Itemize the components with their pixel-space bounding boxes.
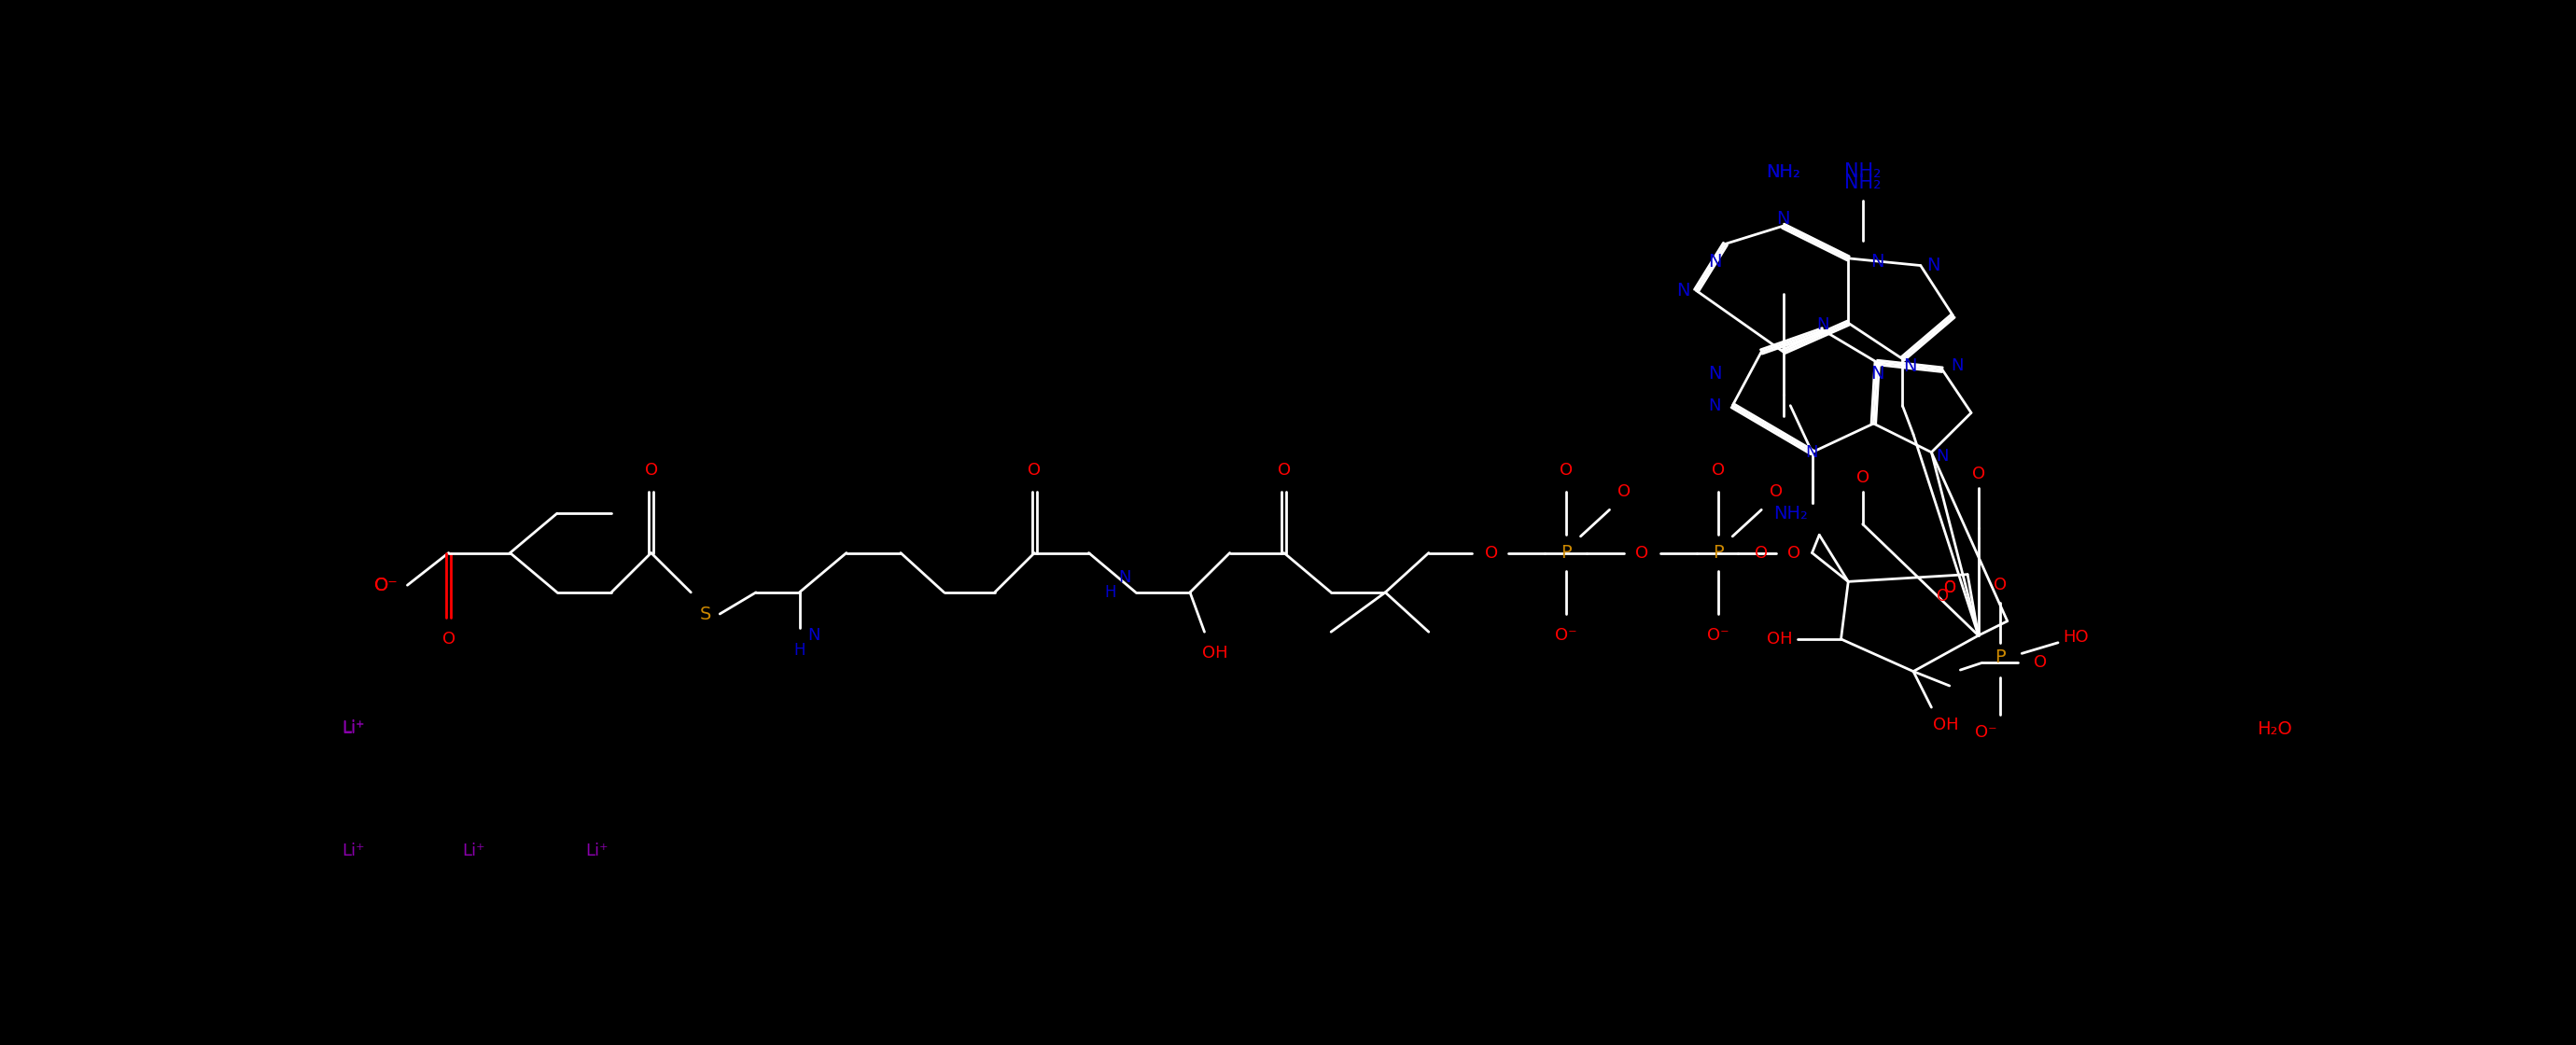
Text: N: N — [1816, 316, 1829, 332]
Text: N: N — [1708, 365, 1721, 382]
Text: O: O — [1971, 465, 1986, 482]
Text: O: O — [1994, 577, 2007, 594]
Text: H: H — [1105, 584, 1115, 601]
Text: Li⁺: Li⁺ — [343, 842, 366, 859]
Text: N: N — [1904, 357, 1917, 375]
Text: O: O — [443, 631, 456, 648]
Text: O: O — [1770, 484, 1783, 501]
Text: N: N — [1950, 357, 1963, 374]
Text: Li⁺: Li⁺ — [343, 719, 366, 736]
Text: O: O — [644, 462, 657, 479]
Text: H₂O: H₂O — [2257, 720, 2293, 738]
Text: P: P — [1713, 544, 1723, 562]
Text: N: N — [1708, 397, 1721, 414]
Text: NH₂: NH₂ — [1767, 163, 1801, 181]
Text: O: O — [2032, 654, 2045, 671]
Text: O⁻: O⁻ — [374, 577, 397, 594]
Text: Li⁺: Li⁺ — [585, 842, 608, 859]
Text: Li⁺: Li⁺ — [464, 842, 484, 859]
Text: O: O — [1942, 579, 1955, 596]
Text: O: O — [1558, 462, 1574, 479]
Text: NH₂: NH₂ — [1844, 163, 1880, 182]
Text: H: H — [793, 642, 806, 658]
Text: OH: OH — [1767, 631, 1793, 648]
Text: O: O — [1857, 469, 1870, 486]
Text: N: N — [1677, 282, 1690, 300]
Text: N: N — [1806, 444, 1819, 461]
Text: S: S — [701, 605, 711, 623]
Text: HO: HO — [2063, 628, 2089, 646]
Text: N: N — [1937, 447, 1947, 464]
Text: O: O — [1028, 462, 1041, 479]
Text: O: O — [1942, 579, 1955, 596]
Text: NH₂: NH₂ — [1844, 173, 1880, 192]
Text: N: N — [1777, 210, 1790, 228]
Text: NH₂: NH₂ — [1772, 505, 1808, 522]
Text: NH₂: NH₂ — [1767, 163, 1801, 181]
Text: O: O — [1754, 544, 1767, 561]
Text: O⁻: O⁻ — [1976, 724, 1996, 741]
Text: OH: OH — [1203, 645, 1229, 661]
Text: O⁻: O⁻ — [1556, 627, 1577, 644]
Text: P: P — [1561, 544, 1571, 562]
Text: O⁻: O⁻ — [374, 577, 397, 594]
Text: OH: OH — [1932, 717, 1958, 734]
Text: Li⁺: Li⁺ — [343, 720, 366, 738]
Text: O: O — [1618, 484, 1631, 501]
Text: O: O — [1788, 544, 1801, 561]
Text: O: O — [1636, 544, 1649, 561]
Text: P: P — [1994, 648, 2007, 666]
Text: O: O — [1710, 462, 1723, 479]
Text: N: N — [806, 627, 819, 644]
Text: N: N — [1927, 257, 1940, 275]
Text: N: N — [1708, 253, 1721, 271]
Text: O: O — [1278, 462, 1291, 479]
Text: O: O — [1484, 544, 1499, 561]
Text: O⁻: O⁻ — [1708, 627, 1728, 644]
Text: N: N — [1118, 570, 1131, 586]
Text: N: N — [1870, 253, 1883, 271]
Text: N: N — [1870, 365, 1883, 382]
Text: O: O — [1937, 587, 1947, 604]
